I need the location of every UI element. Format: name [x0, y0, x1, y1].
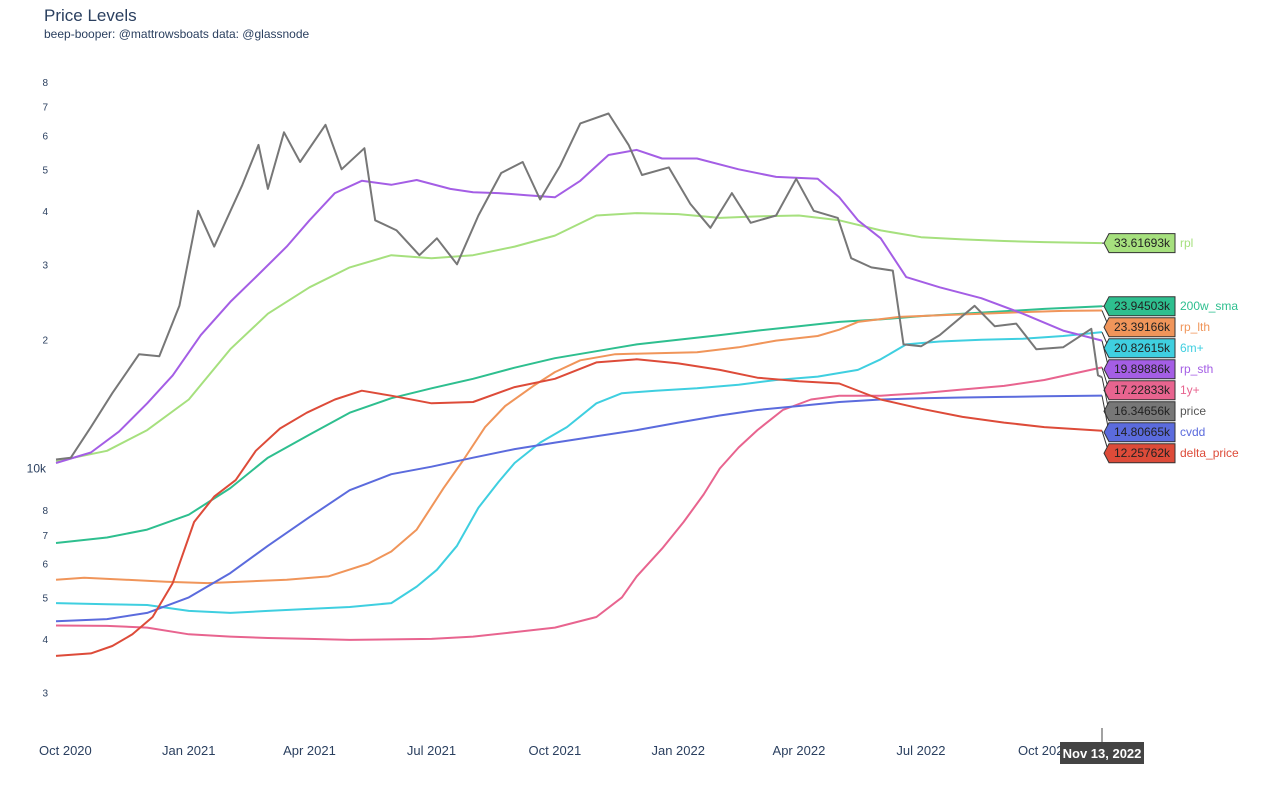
series-name-rp_lth: rp_lth — [1180, 320, 1210, 334]
end-label-box-rp_lth — [1103, 317, 1176, 338]
y-tick-label: 7 — [42, 531, 48, 542]
y-tick-label: 3 — [42, 260, 48, 271]
hover-date-label: Nov 13, 2022 — [1060, 728, 1144, 764]
chart-title: Price Levels — [44, 6, 137, 25]
end-label-box-rpl — [1103, 233, 1176, 254]
series-name-cvdd: cvdd — [1180, 425, 1205, 439]
series-line-6m+ — [55, 331, 1103, 614]
hover-date-text: Nov 13, 2022 — [1063, 746, 1142, 761]
end-labels: 33.61693k rpl 23.94503k 200w_sma 23.39166k rp… — [1101, 233, 1239, 464]
chart-subtitle: beep-booper: @mattrowsboats data: @glass… — [44, 27, 310, 41]
y-tick-label: 4 — [42, 207, 48, 218]
x-tick-label: Apr 2022 — [773, 743, 826, 758]
y-tick-label: 6 — [42, 560, 48, 571]
series-line-cvdd — [55, 394, 1103, 623]
y-tick-label: 5 — [42, 165, 48, 176]
y-tick-label: 7 — [42, 103, 48, 114]
series-name-delta_price: delta_price — [1180, 446, 1239, 460]
x-tick-label: Oct 2020 — [39, 743, 92, 758]
end-label-value-rpl: 33.61693k — [1114, 236, 1171, 250]
x-axis: Oct 2020 Jan 2021 Apr 2021 Jul 2021 Oct 2021… — [39, 743, 1071, 758]
y-tick-label: 8 — [42, 506, 48, 517]
end-label-value-6m+: 20.82615k — [1114, 341, 1171, 355]
series-line-rp_lth — [55, 309, 1103, 585]
y-tick-label: 8 — [42, 78, 48, 89]
x-tick-label: Oct 2021 — [528, 743, 581, 758]
y-tick-label: 10k — [27, 462, 47, 476]
end-label-box-1y+ — [1103, 380, 1176, 401]
end-label-box-200w_sma — [1103, 296, 1176, 317]
series-name-1y+: 1y+ — [1180, 383, 1200, 397]
y-tick-label: 5 — [42, 593, 48, 604]
end-label-value-1y+: 17.22833k — [1114, 383, 1171, 397]
series-line-delta_price — [55, 358, 1103, 657]
x-tick-label: Jul 2021 — [407, 743, 456, 758]
series-line-rp_sth — [55, 148, 1103, 464]
series-line-1y+ — [55, 366, 1103, 641]
series-name-rpl: rpl — [1180, 236, 1193, 250]
end-label-value-200w_sma: 23.94503k — [1114, 299, 1171, 313]
end-label-box-rp_sth — [1103, 359, 1176, 380]
end-label-box-delta_price — [1103, 443, 1176, 464]
end-label-value-cvdd: 14.80665k — [1114, 425, 1171, 439]
series-line-rpl — [55, 212, 1103, 463]
series-name-6m+: 6m+ — [1180, 341, 1204, 355]
x-tick-label: Apr 2021 — [283, 743, 336, 758]
end-label-box-6m+ — [1103, 338, 1176, 359]
y-axis: 3 4 5 6 7 8 10k 2 3 4 5 6 7 8 — [27, 78, 49, 700]
x-tick-label: Oct 2022 — [1018, 743, 1071, 758]
y-tick-label: 6 — [42, 131, 48, 142]
series-name-price: price — [1180, 404, 1206, 418]
series-name-200w_sma: 200w_sma — [1180, 299, 1238, 313]
x-tick-label: Jan 2021 — [162, 743, 216, 758]
y-tick-label: 4 — [42, 635, 48, 646]
x-tick-label: Jul 2022 — [896, 743, 945, 758]
end-label-box-price — [1103, 401, 1176, 422]
series-line-price — [55, 112, 1103, 461]
end-label-value-rp_lth: 23.39166k — [1114, 320, 1171, 334]
x-tick-label: Jan 2022 — [651, 743, 705, 758]
y-tick-label: 3 — [42, 688, 48, 699]
end-label-value-rp_sth: 19.89886k — [1114, 362, 1171, 376]
series-lines — [55, 112, 1103, 657]
end-label-value-price: 16.34656k — [1114, 404, 1171, 418]
end-label-box-cvdd — [1103, 422, 1176, 443]
end-label-value-delta_price: 12.25762k — [1114, 446, 1171, 460]
series-name-rp_sth: rp_sth — [1180, 362, 1213, 376]
y-tick-label: 2 — [42, 336, 48, 347]
